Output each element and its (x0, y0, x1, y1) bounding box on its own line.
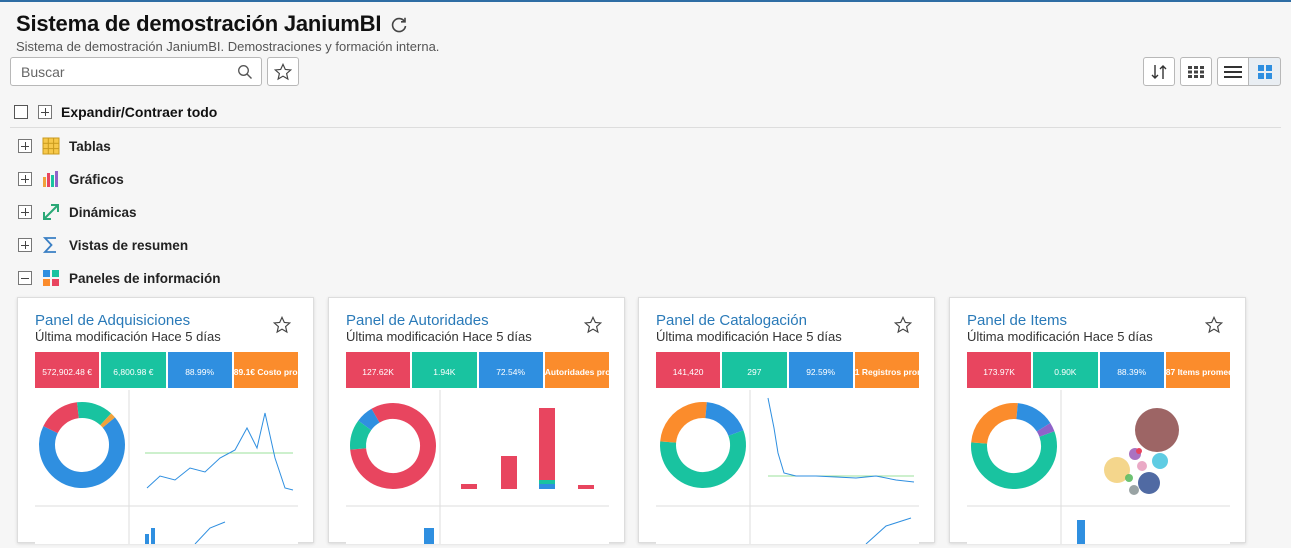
category-label: Gráficos (69, 171, 124, 187)
kpi-tile: 173.97K (967, 352, 1032, 388)
expand-all-label[interactable]: Expandir/Contraer todo (61, 104, 218, 120)
chart-preview (346, 390, 609, 544)
chart-preview (656, 390, 919, 544)
sigma-icon (42, 237, 56, 253)
kpi-tile: 0.90K (1033, 352, 1098, 388)
list-icon (1224, 65, 1242, 78)
kpi-tile: 88.39% (1099, 352, 1164, 388)
search-input[interactable] (11, 58, 221, 85)
card-thumbnail[interactable]: 572,902.48 € 6,800.98 € 88.99% 89.1€ Cos… (35, 352, 298, 544)
kpi-tile: 88.99% (167, 352, 232, 388)
kpi-tile: 1.94K (412, 352, 477, 388)
category-vistas-resumen[interactable]: Vistas de resumen (18, 235, 188, 255)
star-icon (274, 62, 292, 80)
card-thumbnail[interactable]: 127.62K 1.94K 72.54% Autoridades prom (346, 352, 609, 544)
kpi-tile: 141,420 (656, 352, 721, 388)
star-icon[interactable] (1205, 316, 1223, 334)
grid-icon (1188, 65, 1204, 78)
collapse-icon[interactable] (18, 271, 32, 285)
chart-preview (967, 390, 1230, 544)
refresh-icon[interactable] (389, 15, 409, 35)
expand-icon[interactable] (18, 205, 32, 219)
kpi-tile: 572,902.48 € (35, 352, 100, 388)
sort-button[interactable] (1143, 57, 1175, 86)
compact-grid-view-button[interactable] (1180, 57, 1212, 86)
kpi-tile: 92.59% (788, 352, 853, 388)
select-all-checkbox[interactable] (14, 105, 28, 119)
table-icon (42, 137, 60, 155)
dashboard-card[interactable]: Panel de Autoridades Última modificación… (328, 297, 625, 544)
category-label: Tablas (69, 138, 111, 154)
kpi-tile: 6,800.98 € (101, 352, 166, 388)
category-tablas[interactable]: Tablas (18, 136, 111, 156)
kpi-tile: 1 Registros promedi (854, 352, 919, 388)
top-accent-line (0, 0, 1291, 2)
kpi-tile: 297 (722, 352, 787, 388)
tile-view-button[interactable] (1248, 57, 1281, 86)
list-view-button[interactable] (1217, 57, 1249, 86)
category-paneles[interactable]: Paneles de información (18, 268, 221, 288)
page-subtitle: Sistema de demostración JaniumBI. Demost… (16, 39, 440, 54)
card-title[interactable]: Panel de Adquisiciones (35, 312, 191, 329)
category-label: Paneles de información (69, 270, 221, 286)
page-title: Sistema de demostración JaniumBI (16, 11, 382, 36)
sort-icon (1151, 64, 1167, 79)
card-thumbnail[interactable]: 173.97K 0.90K 88.39% 87 Items promedio d… (967, 352, 1230, 544)
tiles-icon (1257, 64, 1272, 79)
pivot-icon (43, 204, 59, 220)
card-modified: Última modificación Hace 5 días (656, 329, 842, 344)
chart-preview (35, 390, 298, 544)
card-title[interactable]: Panel de Items (967, 312, 1068, 329)
favorites-filter-button[interactable] (267, 57, 299, 86)
category-label: Dinámicas (69, 204, 137, 220)
kpi-tile: 89.1€ Costo promedio di (233, 352, 298, 388)
search-icon[interactable] (237, 64, 253, 80)
kpi-tile: 72.54% (478, 352, 543, 388)
category-dinamicas[interactable]: Dinámicas (18, 202, 137, 222)
divider (10, 127, 1281, 128)
dashboard-card[interactable]: Panel de Adquisiciones Última modificaci… (17, 297, 314, 544)
card-title[interactable]: Panel de Autoridades (346, 312, 489, 329)
card-modified: Última modificación Hace 5 días (346, 329, 532, 344)
star-icon[interactable] (584, 316, 602, 334)
card-modified: Última modificación Hace 5 días (35, 329, 221, 344)
dashboard-card[interactable]: Panel de Catalogación Última modificació… (638, 297, 935, 544)
dashboard-card[interactable]: Panel de Items Última modificación Hace … (949, 297, 1246, 544)
dashboard-icon (43, 270, 59, 286)
expand-icon[interactable] (18, 172, 32, 186)
expand-all-icon[interactable] (38, 105, 52, 119)
bar-chart-icon (43, 171, 58, 187)
kpi-tile: 87 Items promedio di (1165, 352, 1230, 388)
star-icon[interactable] (894, 316, 912, 334)
kpi-tile: 127.62K (346, 352, 411, 388)
star-icon[interactable] (273, 316, 291, 334)
category-label: Vistas de resumen (69, 237, 189, 253)
card-thumbnail[interactable]: 141,420 297 92.59% 1 Registros promedi (656, 352, 919, 544)
search-box (10, 57, 262, 86)
kpi-tile: Autoridades prom (544, 352, 609, 388)
expand-all-row: Expandir/Contraer todo (14, 102, 217, 122)
expand-icon[interactable] (18, 238, 32, 252)
category-graficos[interactable]: Gráficos (18, 169, 124, 189)
expand-icon[interactable] (18, 139, 32, 153)
card-title[interactable]: Panel de Catalogación (656, 312, 807, 329)
card-modified: Última modificación Hace 5 días (967, 329, 1153, 344)
